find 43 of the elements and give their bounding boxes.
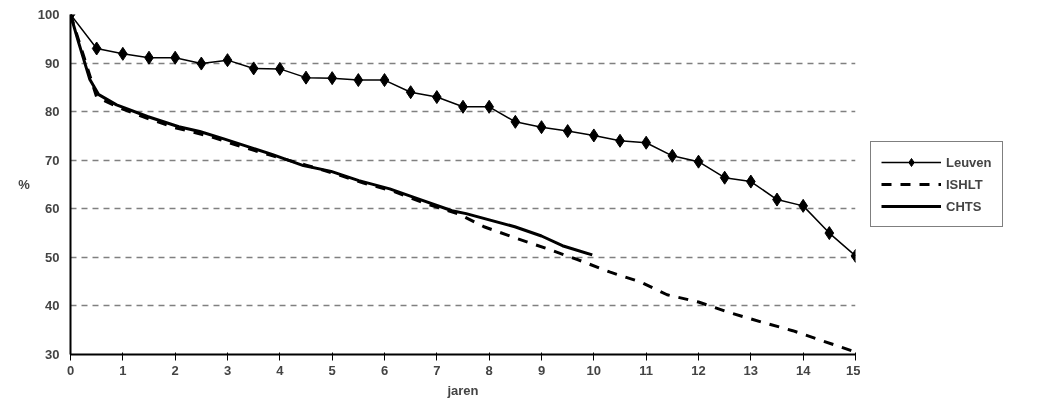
point bbox=[222, 53, 233, 68]
x-axis-title: jaren bbox=[446, 382, 479, 398]
y-axis-title: % bbox=[18, 177, 31, 192]
x-tick-label: 13 bbox=[743, 362, 759, 378]
x-tick-label: 14 bbox=[795, 362, 812, 378]
y-tick-label: 50 bbox=[45, 249, 60, 265]
x-tick-label: 1 bbox=[119, 362, 127, 378]
y-tick-label: 70 bbox=[45, 152, 60, 168]
y-tick-label: 30 bbox=[45, 347, 60, 362]
point bbox=[719, 170, 730, 185]
point bbox=[379, 73, 390, 88]
point bbox=[248, 61, 259, 76]
point bbox=[824, 226, 835, 241]
point bbox=[510, 114, 521, 129]
legend-label: Leuven bbox=[946, 154, 992, 170]
x-tick-label: 6 bbox=[380, 362, 389, 378]
x-tick-label: 4 bbox=[276, 362, 285, 378]
y-tick-label: 100 bbox=[37, 7, 60, 22]
x-tick-label: 3 bbox=[223, 362, 232, 378]
y-tick-label: 90 bbox=[45, 55, 60, 71]
point bbox=[91, 41, 102, 56]
x-tick-label: 2 bbox=[171, 362, 179, 378]
x-tick-label: 9 bbox=[537, 362, 546, 378]
x-tick-label: 0 bbox=[66, 362, 75, 378]
x-tick-label: 10 bbox=[586, 362, 602, 378]
point bbox=[693, 154, 704, 169]
x-tick-label: 5 bbox=[328, 362, 336, 378]
x-tick-label: 8 bbox=[485, 362, 493, 378]
x-tick-label: 7 bbox=[433, 362, 441, 378]
point bbox=[667, 148, 678, 163]
y-tick-label: 60 bbox=[45, 201, 60, 217]
x-tick-label: 15 bbox=[846, 362, 861, 378]
x-tick-label: 12 bbox=[691, 362, 706, 378]
y-tick-label: 80 bbox=[45, 104, 60, 120]
y-tick-label: 40 bbox=[45, 298, 60, 314]
point bbox=[353, 73, 364, 88]
point bbox=[196, 56, 207, 71]
point bbox=[562, 124, 573, 139]
legend-label: ISHLT bbox=[946, 176, 983, 192]
point bbox=[405, 85, 416, 100]
x-tick-label: 11 bbox=[639, 362, 654, 378]
legend-label: CHTS bbox=[946, 198, 982, 214]
point bbox=[536, 120, 547, 135]
